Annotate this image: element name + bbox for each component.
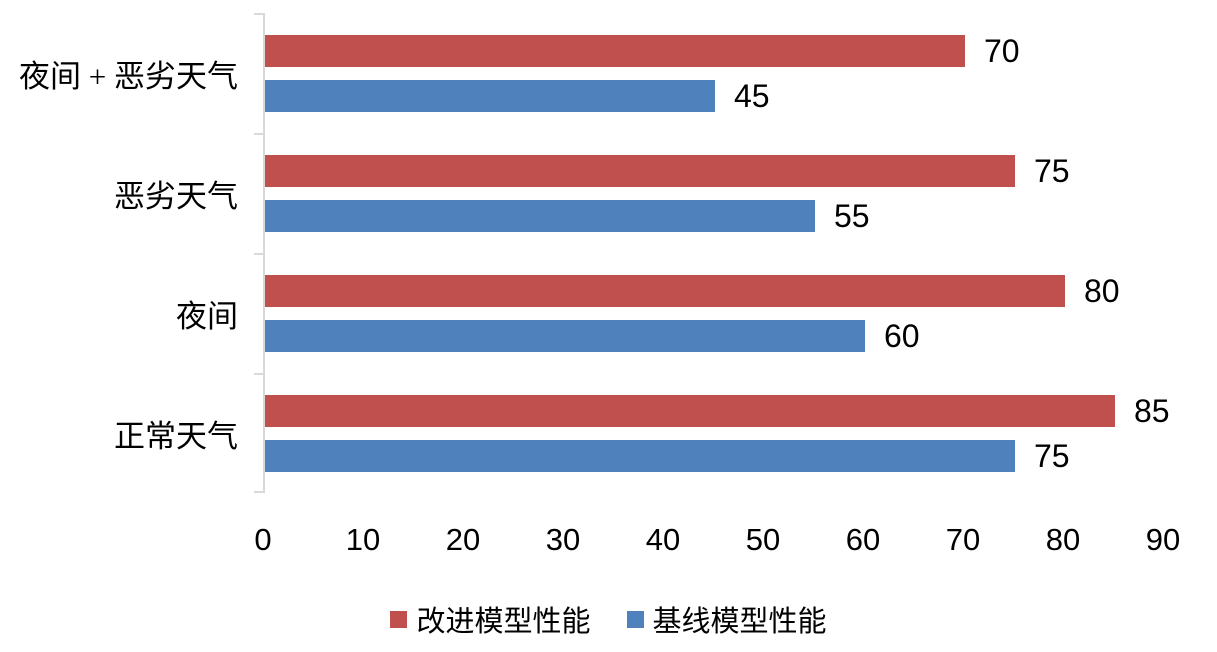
bar-value-label: 45 — [734, 77, 770, 114]
legend: 改进模型性能 基线模型性能 — [0, 598, 1217, 640]
bar-value-label: 55 — [834, 197, 870, 234]
value-axis-tick-label: 60 — [845, 522, 881, 557]
legend-item-baseline-model: 基线模型性能 — [626, 598, 827, 640]
bar-improved-model — [265, 274, 1065, 307]
value-axis-labels: 0 10 20 30 40 50 60 70 80 90 — [254, 522, 1180, 564]
legend-swatch-baseline-model-icon — [626, 610, 644, 628]
bar-value-label: 60 — [884, 317, 920, 354]
category-band: 85 75 — [265, 373, 1170, 493]
legend-label-baseline-model: 基线模型性能 — [652, 606, 827, 638]
value-axis-tick-label: 40 — [645, 522, 681, 557]
plot-area: 70 45 75 55 80 60 85 75 — [254, 13, 1170, 493]
bar-improved-model — [265, 154, 1015, 187]
bar-baseline-model — [265, 79, 715, 112]
category-label: 夜间 — [176, 298, 238, 334]
category-axis-tick-mark — [254, 253, 263, 255]
bar-baseline-model — [265, 199, 815, 232]
value-axis-tick-label: 10 — [345, 522, 381, 557]
value-axis-tick-label: 70 — [945, 522, 981, 557]
category-label: 恶劣天气 — [114, 178, 238, 214]
category-axis-labels: 夜间 + 恶劣天气恶劣天气夜间正常天气 — [0, 13, 238, 493]
category-axis-tick-mark — [254, 133, 263, 135]
value-axis-tick-label: 50 — [745, 522, 781, 557]
legend-item-improved-model: 改进模型性能 — [390, 598, 591, 640]
category-axis-line — [263, 13, 265, 493]
value-axis-tick-label: 30 — [545, 522, 581, 557]
value-axis-tick-label: 20 — [445, 522, 481, 557]
category-axis-tick-mark — [254, 13, 263, 15]
bar-improved-model — [265, 34, 965, 67]
category-axis-tick-mark — [254, 373, 263, 375]
bar-value-label: 85 — [1134, 392, 1170, 429]
bar-row: 75 — [265, 152, 1163, 189]
category-band: 75 55 — [265, 133, 1163, 253]
bar-row: 55 — [265, 197, 1163, 234]
bar-row: 70 — [265, 32, 1163, 69]
bar-baseline-model — [265, 319, 865, 352]
category-band: 80 60 — [265, 253, 1163, 373]
bar-row: 45 — [265, 77, 1163, 114]
bar-baseline-model — [265, 439, 1015, 472]
bar-value-label: 70 — [984, 32, 1020, 69]
bar-value-label: 75 — [1034, 152, 1070, 189]
bar-row: 75 — [265, 437, 1163, 474]
bar-row: 85 — [265, 394, 1170, 427]
category-band: 70 45 — [265, 13, 1163, 133]
bar-row: 80 — [265, 272, 1163, 309]
legend-swatch-improved-model-icon — [390, 610, 408, 628]
bar-value-label: 80 — [1084, 272, 1120, 309]
value-axis-tick-label: 80 — [1045, 522, 1081, 557]
category-label: 夜间 + 恶劣天气 — [19, 58, 238, 94]
category-axis-tick-mark — [254, 491, 263, 493]
bar-value-label: 75 — [1034, 437, 1070, 474]
bar-improved-model — [265, 394, 1115, 427]
category-label: 正常天气 — [114, 418, 238, 454]
bar-row: 60 — [265, 317, 1163, 354]
value-axis-tick-label: 0 — [254, 522, 272, 557]
value-axis-tick-label: 90 — [1145, 522, 1181, 557]
legend-label-improved-model: 改进模型性能 — [416, 606, 591, 638]
